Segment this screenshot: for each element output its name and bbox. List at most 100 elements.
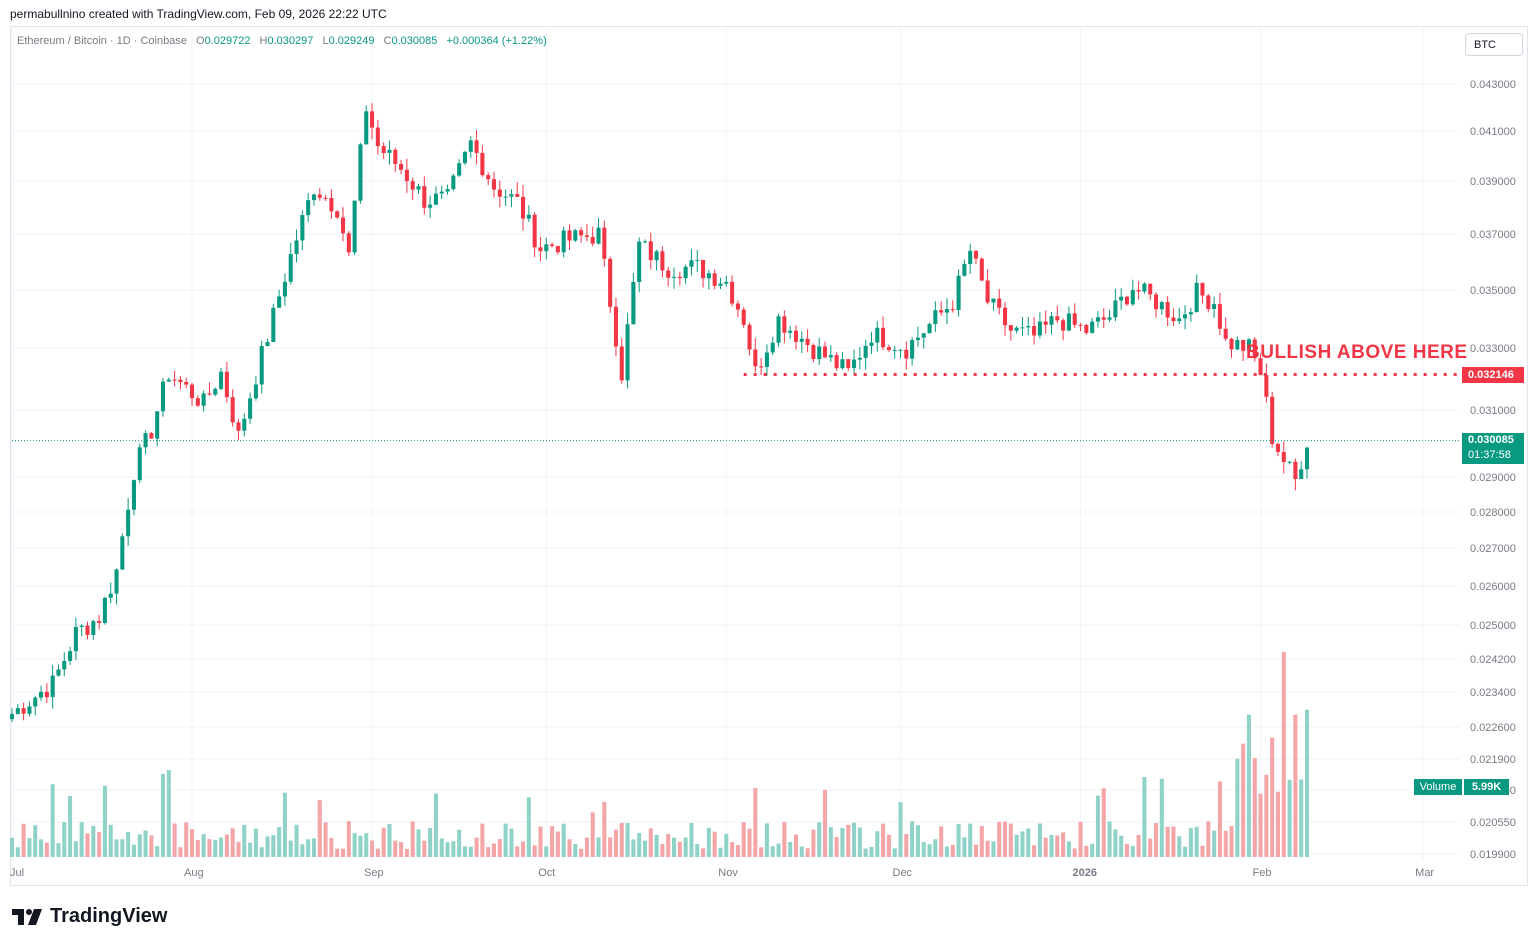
volume-bar: [236, 841, 241, 857]
volume-bar: [799, 846, 804, 857]
volume-bar: [1293, 714, 1298, 857]
candle: [735, 300, 740, 318]
candle-body: [131, 480, 136, 510]
candle-body: [248, 398, 253, 419]
candle: [544, 237, 549, 260]
candle: [613, 297, 618, 357]
volume-bar: [526, 797, 531, 857]
candle: [149, 431, 154, 439]
candle-body: [1246, 339, 1251, 351]
candle-body: [1136, 290, 1141, 292]
candle: [340, 207, 346, 242]
candle-body: [242, 418, 247, 431]
candle-body: [277, 296, 282, 308]
candle: [497, 180, 502, 208]
tradingview-logo[interactable]: TradingView: [12, 905, 167, 928]
candle: [282, 273, 287, 306]
candle: [480, 145, 485, 177]
volume-bar: [753, 788, 758, 857]
candle-body: [619, 346, 624, 381]
candle-body: [1217, 304, 1222, 329]
candle-body: [793, 330, 799, 342]
volume-bar: [1304, 709, 1310, 857]
candle: [387, 140, 392, 165]
last-price-tag: 0.030085 01:37:58: [1462, 433, 1524, 464]
volume-bar: [248, 842, 253, 857]
candle-body: [126, 509, 131, 537]
candle: [370, 103, 375, 140]
volume-bar: [770, 846, 775, 857]
volume-bar: [956, 824, 961, 857]
candle: [1130, 279, 1135, 306]
candle-body: [968, 250, 973, 265]
volume-bar: [1032, 845, 1037, 857]
candle: [892, 345, 897, 359]
candle: [195, 395, 200, 408]
candle-body: [219, 371, 224, 389]
price-tick-label: 0.023400: [1470, 687, 1516, 699]
candle-body: [724, 281, 729, 284]
candle-body: [573, 230, 578, 241]
candle-body: [753, 349, 758, 367]
candle: [625, 312, 630, 389]
candle: [910, 337, 915, 366]
candle: [184, 377, 189, 389]
candle: [962, 259, 967, 277]
volume-bar: [724, 833, 729, 857]
candle: [439, 185, 444, 199]
volume-bar: [1061, 832, 1066, 857]
candle-body: [997, 298, 1002, 308]
candle: [1020, 317, 1025, 337]
volume-bar: [1008, 823, 1013, 857]
candle-body: [579, 230, 584, 236]
candle-body: [689, 260, 694, 267]
candle-body: [306, 200, 311, 216]
volume-bar: [445, 842, 450, 857]
price-tick-label: 0.020550: [1470, 817, 1516, 829]
candle: [1165, 296, 1170, 327]
candle-body: [1084, 325, 1089, 333]
candle: [491, 171, 497, 198]
volume-bar: [149, 835, 154, 857]
candle: [1177, 307, 1182, 325]
countdown-timer: 01:37:58: [1468, 449, 1511, 461]
candle: [782, 310, 787, 344]
candle: [852, 349, 857, 375]
candle-body: [526, 214, 531, 219]
currency-button[interactable]: BTC: [1465, 33, 1523, 56]
change-value: +0.000364 (+1.22%): [446, 35, 547, 47]
volume-bar: [259, 847, 264, 857]
candle: [1107, 309, 1112, 323]
candle-body: [846, 359, 851, 369]
volume-bar: [683, 837, 688, 857]
candle-body: [433, 193, 438, 205]
volume-bar: [538, 826, 543, 857]
candle-body: [428, 204, 433, 208]
candle-body: [1206, 295, 1211, 309]
volume-bar: [1113, 829, 1118, 857]
volume-bar: [1264, 774, 1269, 857]
candle: [811, 343, 816, 363]
candle: [410, 177, 415, 200]
volume-bar: [393, 840, 398, 857]
volume-bar: [962, 837, 967, 857]
candle: [1188, 307, 1193, 322]
candle: [515, 182, 520, 197]
volume-bar: [881, 823, 886, 857]
volume-bar: [555, 831, 560, 857]
candle: [1171, 308, 1176, 327]
volume-bar: [468, 846, 473, 857]
volume-bar: [1153, 823, 1159, 857]
candle: [416, 183, 421, 194]
candle: [759, 357, 764, 376]
candle: [335, 210, 340, 220]
volume-bar: [1258, 793, 1263, 857]
volume-bar: [741, 822, 746, 857]
volume-bar: [608, 837, 613, 857]
candle-body: [1032, 326, 1037, 336]
candle-body: [1026, 326, 1031, 328]
candle-body: [9, 714, 15, 720]
volume-bar: [567, 839, 572, 857]
candle: [1183, 305, 1188, 330]
